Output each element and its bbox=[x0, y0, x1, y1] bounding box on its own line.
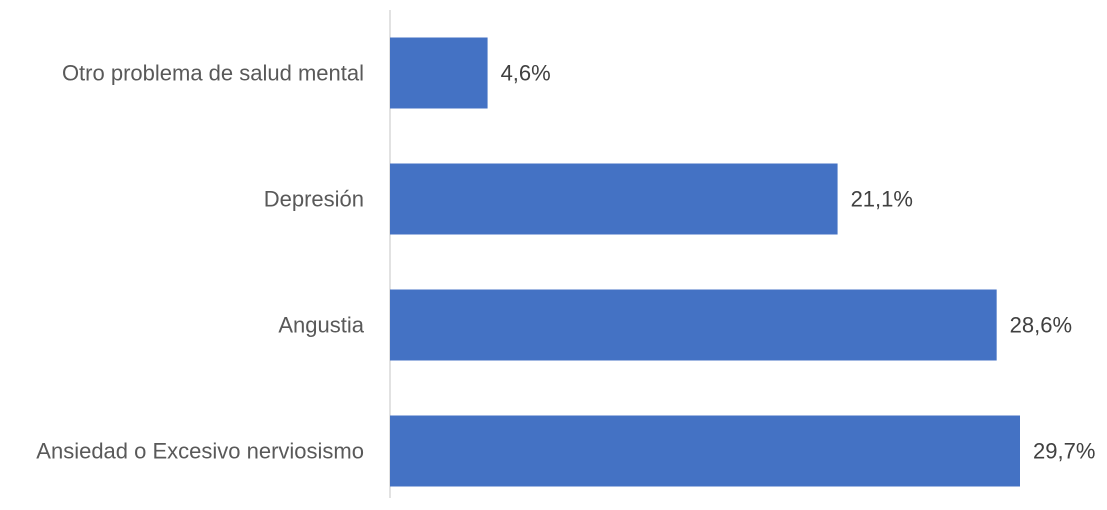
value-labels: 4,6% 21,1% 28,6% 29,7% bbox=[501, 61, 1096, 464]
category-labels: Otro problema de salud mental Depresión An… bbox=[36, 61, 364, 464]
value-label-1: 21,1% bbox=[851, 187, 913, 212]
value-label-3: 29,7% bbox=[1033, 439, 1095, 464]
category-label-3: Ansiedad o Excesivo nerviosismo bbox=[36, 439, 364, 464]
bar-1 bbox=[390, 163, 838, 235]
bar-0 bbox=[390, 37, 488, 109]
category-label-1: Depresión bbox=[264, 187, 364, 212]
category-label-0: Otro problema de salud mental bbox=[62, 61, 364, 86]
category-label-2: Angustia bbox=[278, 313, 364, 338]
bars-layer bbox=[390, 37, 1020, 487]
value-label-2: 28,6% bbox=[1010, 313, 1072, 338]
value-label-0: 4,6% bbox=[501, 61, 551, 86]
bar-2 bbox=[390, 289, 997, 361]
bar-3 bbox=[390, 415, 1020, 487]
